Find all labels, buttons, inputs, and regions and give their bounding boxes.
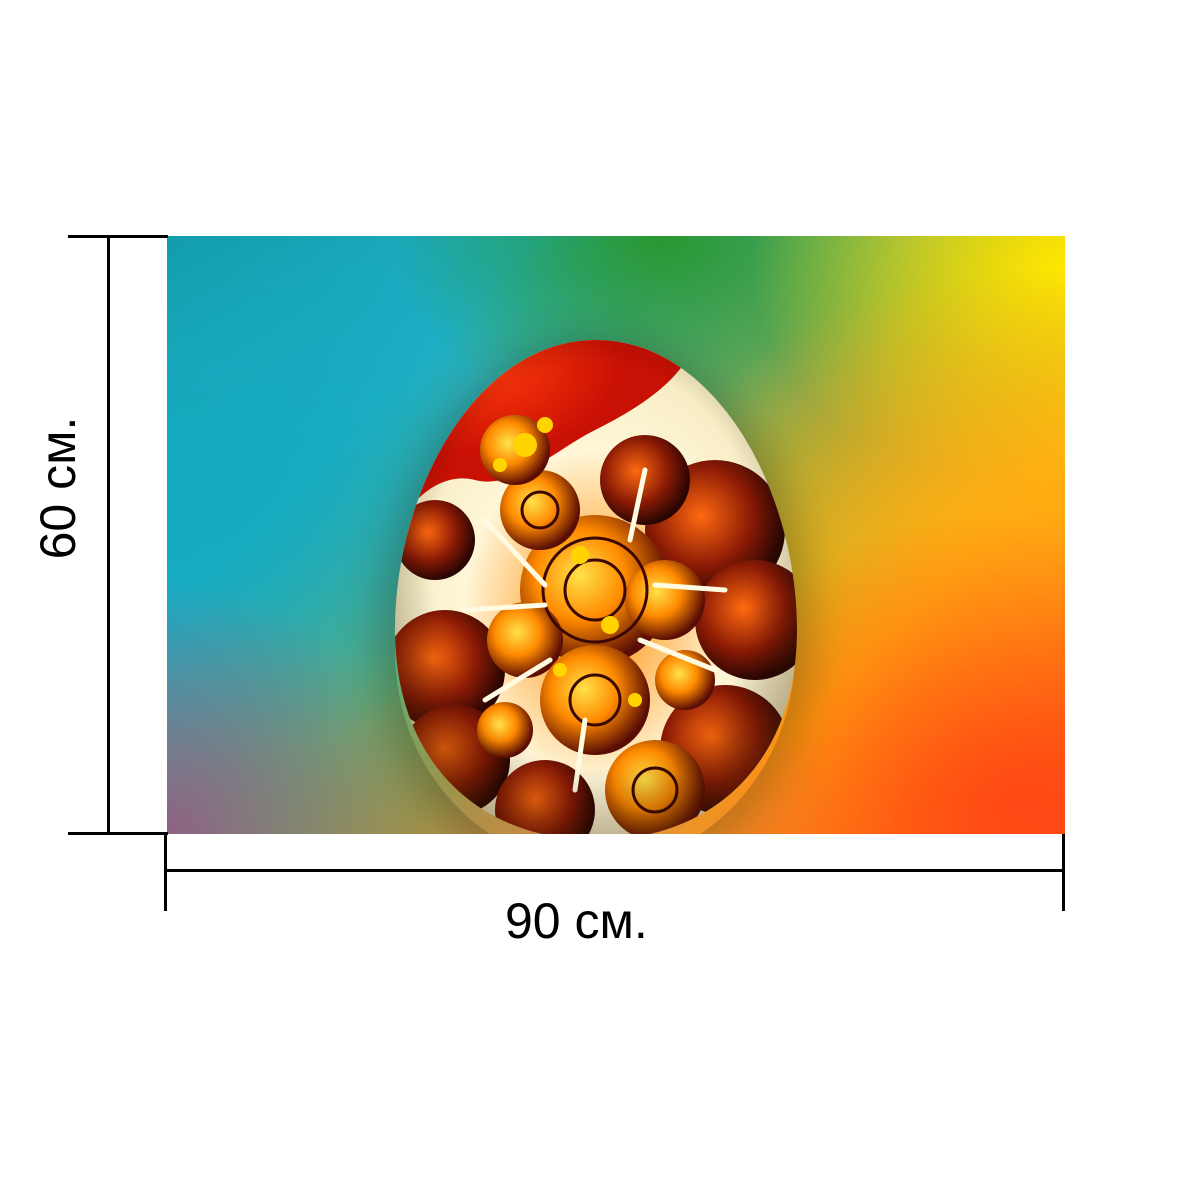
print-image — [167, 236, 1065, 834]
width-tick-right — [1062, 834, 1065, 911]
fractal-egg-image — [395, 340, 797, 834]
width-dimension-line — [166, 869, 1065, 872]
width-tick-left — [164, 834, 167, 911]
height-tick-bottom — [68, 832, 168, 835]
width-label: 90 см. — [505, 893, 648, 949]
height-label: 60 см. — [30, 416, 86, 560]
height-tick-top — [68, 235, 168, 238]
height-dimension-line — [107, 236, 110, 834]
